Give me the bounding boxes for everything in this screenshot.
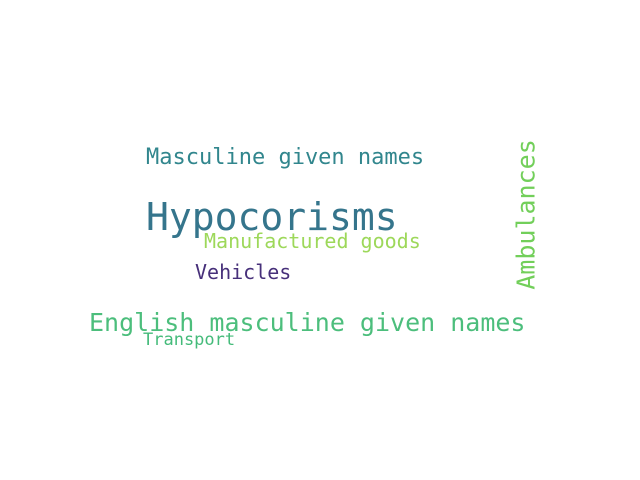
word-english-masculine-given-names: English masculine given names xyxy=(89,308,526,337)
word-manufactured-goods: Manufactured goods xyxy=(204,229,421,253)
word-ambulances: Ambulances xyxy=(511,139,541,290)
word-transport: Transport xyxy=(143,330,236,350)
word-vehicles: Vehicles xyxy=(195,260,292,284)
word-hypocorisms: Hypocorisms xyxy=(146,195,398,239)
word-masculine-given-names: Masculine given names xyxy=(146,145,425,170)
